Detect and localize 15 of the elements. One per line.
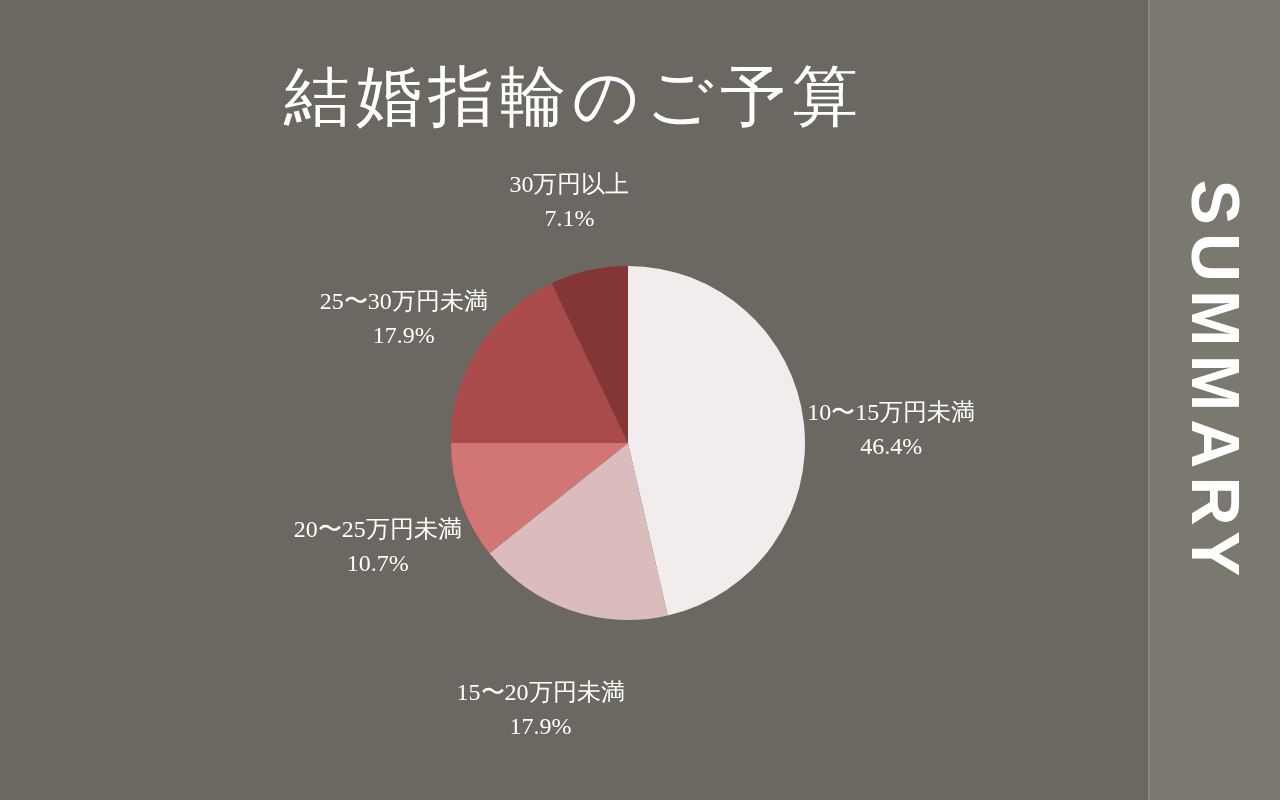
slice-label: 10〜15万円未満 bbox=[807, 399, 976, 426]
data-label: 7.1% bbox=[544, 204, 595, 231]
slice-label: 30万円以上 bbox=[509, 170, 630, 197]
data-label: 46.4% bbox=[860, 433, 923, 460]
chart-title: 結婚指輪のご予算 bbox=[283, 59, 865, 135]
pie-slice bbox=[489, 443, 668, 620]
slice-label: 25〜30万円未満 bbox=[319, 287, 488, 314]
data-label: 10.7% bbox=[346, 550, 409, 577]
text: SUMMARY bbox=[1177, 179, 1255, 585]
pie-slice bbox=[628, 266, 805, 616]
slice-label: 20〜25万円未満 bbox=[293, 516, 462, 543]
data-label: 17.9% bbox=[509, 713, 572, 740]
pie-slice bbox=[551, 266, 628, 443]
slice-label: 15〜20万円未満 bbox=[456, 679, 625, 706]
data-label: 17.9% bbox=[372, 321, 435, 348]
